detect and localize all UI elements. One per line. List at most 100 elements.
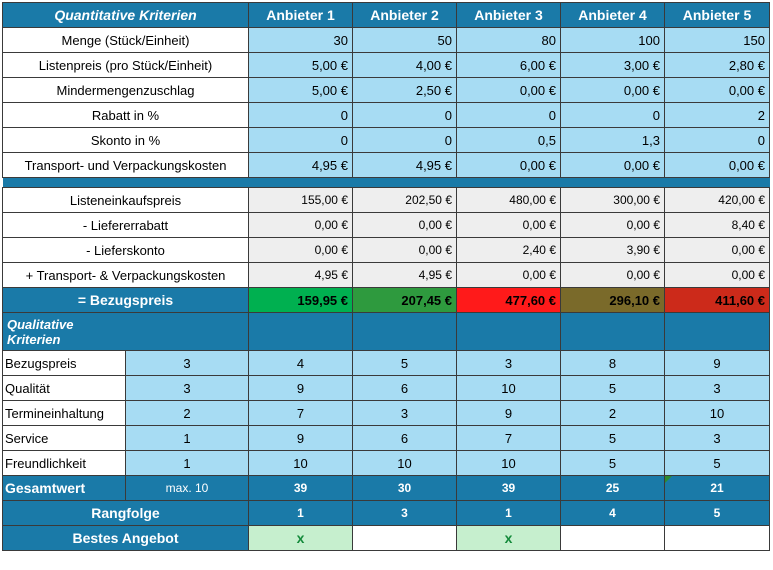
- supplier-header: Anbieter 2: [352, 2, 457, 28]
- score-cell[interactable]: 2: [560, 400, 665, 426]
- score-cell[interactable]: 8: [560, 350, 665, 376]
- calc-cell: 0,00 €: [560, 212, 665, 238]
- score-cell[interactable]: 9: [664, 350, 770, 376]
- supplier-header: Anbieter 4: [560, 2, 665, 28]
- calc-cell: 2,40 €: [456, 237, 561, 263]
- score-cell[interactable]: 10: [248, 450, 353, 476]
- input-cell[interactable]: 5,00 €: [248, 77, 353, 103]
- input-cell[interactable]: 0,00 €: [560, 77, 665, 103]
- input-cell[interactable]: 0,00 €: [664, 152, 770, 178]
- rank-value: 5: [664, 500, 770, 526]
- score-cell[interactable]: 6: [352, 375, 457, 401]
- input-row: Transport- und Verpackungskosten 4,95 €4,…: [2, 152, 770, 178]
- input-cell[interactable]: 0,00 €: [664, 77, 770, 103]
- input-cell[interactable]: 0,00 €: [560, 152, 665, 178]
- separator-cell: [560, 177, 665, 188]
- best-offer-mark: [352, 525, 457, 551]
- input-cell[interactable]: 80: [456, 27, 561, 53]
- score-cell[interactable]: 10: [664, 400, 770, 426]
- rank-value: 4: [560, 500, 665, 526]
- input-cell[interactable]: 2,80 €: [664, 52, 770, 78]
- criterion-label: Skonto in %: [2, 127, 249, 153]
- input-cell[interactable]: 100: [560, 27, 665, 53]
- bezugspreis-value: 207,45 €: [352, 287, 457, 313]
- bezugspreis-value: 296,10 €: [560, 287, 665, 313]
- input-cell[interactable]: 0: [248, 102, 353, 128]
- calc-cell: 0,00 €: [456, 262, 561, 288]
- input-cell[interactable]: 2,50 €: [352, 77, 457, 103]
- input-cell[interactable]: 150: [664, 27, 770, 53]
- qualitative-row: Qualität 3 9 6 10 5 3: [2, 375, 770, 401]
- input-cell[interactable]: 30: [248, 27, 353, 53]
- input-cell[interactable]: 0: [248, 127, 353, 153]
- calc-cell: 8,40 €: [664, 212, 770, 238]
- score-cell[interactable]: 3: [664, 375, 770, 401]
- score-cell[interactable]: 3: [664, 425, 770, 451]
- score-cell[interactable]: 5: [664, 450, 770, 476]
- supplier-header: Anbieter 1: [248, 2, 353, 28]
- separator-cell: [456, 177, 561, 188]
- qualitative-row: Service 1 9 6 7 5 3: [2, 425, 770, 451]
- input-cell[interactable]: 5,00 €: [248, 52, 353, 78]
- calc-cell: 0,00 €: [248, 237, 353, 263]
- input-cell[interactable]: 4,95 €: [352, 152, 457, 178]
- score-cell[interactable]: 7: [456, 425, 561, 451]
- rank-value: 1: [248, 500, 353, 526]
- score-cell[interactable]: 10: [456, 375, 561, 401]
- score-cell[interactable]: 4: [248, 350, 353, 376]
- calc-cell: 0,00 €: [664, 262, 770, 288]
- qualitative-label-cell: Termineinhaltung 2: [2, 400, 249, 426]
- best-offer-label: Bestes Angebot: [2, 525, 249, 551]
- input-cell[interactable]: 3,00 €: [560, 52, 665, 78]
- weight-value[interactable]: 1: [125, 426, 248, 450]
- score-cell[interactable]: 10: [352, 450, 457, 476]
- weight-value[interactable]: 2: [125, 401, 248, 425]
- total-score: 25: [560, 475, 665, 501]
- criterion-label: Menge (Stück/Einheit): [2, 27, 249, 53]
- input-cell[interactable]: 0: [352, 102, 457, 128]
- input-cell[interactable]: 2: [664, 102, 770, 128]
- calc-label: + Transport- & Verpackungskosten: [2, 262, 249, 288]
- score-cell[interactable]: 5: [560, 450, 665, 476]
- score-cell[interactable]: 10: [456, 450, 561, 476]
- input-cell[interactable]: 0: [560, 102, 665, 128]
- score-cell[interactable]: 9: [248, 425, 353, 451]
- input-cell[interactable]: 0,00 €: [456, 77, 561, 103]
- rank-value: 1: [456, 500, 561, 526]
- input-cell[interactable]: 0: [664, 127, 770, 153]
- input-cell[interactable]: 4,00 €: [352, 52, 457, 78]
- input-cell[interactable]: 50: [352, 27, 457, 53]
- weight-value[interactable]: 3: [125, 376, 248, 400]
- separator-cell: [664, 177, 770, 188]
- qualitative-header-cell: [352, 312, 457, 351]
- weight-value[interactable]: 3: [125, 351, 248, 375]
- score-cell[interactable]: 7: [248, 400, 353, 426]
- input-cell[interactable]: 4,95 €: [248, 152, 353, 178]
- input-cell[interactable]: 1,3: [560, 127, 665, 153]
- bezugspreis-label: = Bezugspreis: [2, 287, 249, 313]
- input-row: Rabatt in % 0 0 0 0 2: [2, 102, 770, 128]
- qualitative-label: Freundlichkeit: [5, 455, 86, 471]
- score-cell[interactable]: 5: [560, 375, 665, 401]
- input-cell[interactable]: 0: [352, 127, 457, 153]
- input-cell[interactable]: 0,5: [456, 127, 561, 153]
- score-cell[interactable]: 9: [456, 400, 561, 426]
- score-cell[interactable]: 5: [352, 350, 457, 376]
- score-cell[interactable]: 3: [456, 350, 561, 376]
- calc-cell: 0,00 €: [352, 212, 457, 238]
- bezugspreis-value: 159,95 €: [248, 287, 353, 313]
- input-cell[interactable]: 6,00 €: [456, 52, 561, 78]
- input-row: Skonto in % 0 0 0,5 1,3 0: [2, 127, 770, 153]
- score-cell[interactable]: 9: [248, 375, 353, 401]
- weight-value[interactable]: 1: [125, 451, 248, 475]
- score-cell[interactable]: 5: [560, 425, 665, 451]
- score-cell[interactable]: 6: [352, 425, 457, 451]
- bezugspreis-row: = Bezugspreis 159,95 €207,45 €477,60 €296…: [2, 287, 770, 313]
- supplier-header: Anbieter 5: [664, 2, 770, 28]
- input-cell[interactable]: 0: [456, 102, 561, 128]
- qualitative-row: Bezugspreis 3 4 5 3 8 9: [2, 350, 770, 376]
- score-cell[interactable]: 3: [352, 400, 457, 426]
- gesamtwert-label-cell: Gesamtwert max. 10: [2, 475, 249, 501]
- gesamtwert-row: Gesamtwert max. 10 39 30 39 25 21: [2, 475, 770, 501]
- input-cell[interactable]: 0,00 €: [456, 152, 561, 178]
